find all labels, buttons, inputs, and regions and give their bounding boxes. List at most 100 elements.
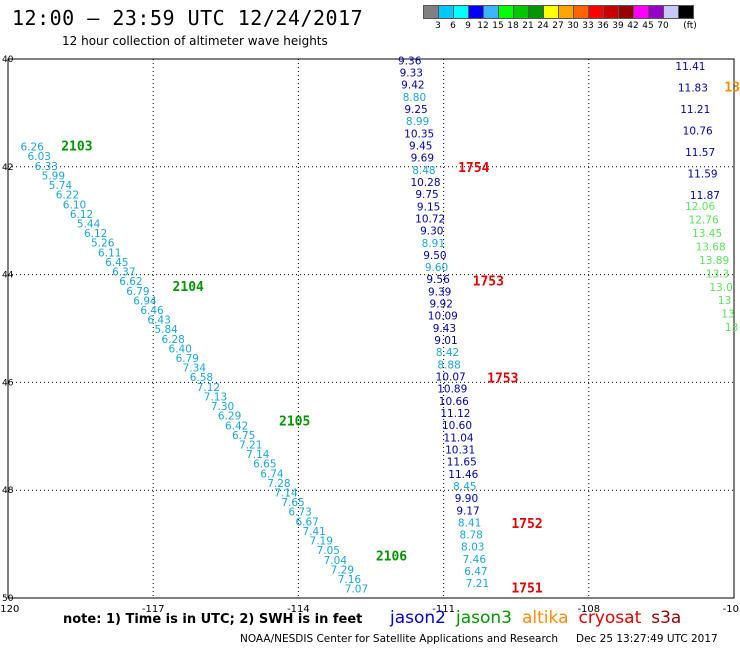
units-note: note: 1) Time is in UTC; 2) SWH is in fe… (63, 612, 363, 627)
wave-height-value: 9.50 (423, 250, 446, 262)
satellite-jason2: jason2 (390, 608, 446, 628)
satellite-altika: altika (522, 608, 569, 628)
wave-height-value: 11.41 (675, 61, 705, 73)
wave-height-value: 11.87 (690, 190, 720, 202)
wave-height-value: 6.22 (56, 190, 79, 202)
legend-label: 36 (597, 21, 609, 31)
wave-height-value: 6.94 (133, 295, 157, 307)
wave-height-value: 6.40 (169, 343, 192, 355)
wave-height-value: 10.35 (404, 128, 434, 140)
wave-height-value: 9.45 (409, 141, 432, 153)
wave-height-value: 9.90 (455, 493, 478, 505)
wave-height-value: 9.43 (433, 323, 456, 335)
wave-height-value: 11.12 (440, 408, 470, 420)
wave-height-value: 5.84 (154, 324, 178, 336)
wave-height-value: 11.65 (447, 457, 477, 469)
lat-tick-label: 48 (2, 486, 14, 496)
color-legend: 3 6 9 12 15 18 21 24 27 30 33 36 39 42 45 70 (ft) (423, 5, 697, 31)
legend-label: 9 (465, 21, 471, 31)
wave-height-value: 9.36 (398, 55, 422, 67)
wave-height-value: 10.28 (410, 177, 440, 189)
legend-labels: 3 6 9 12 15 18 21 24 27 30 33 36 39 42 45 70 (ft) (423, 19, 697, 31)
wave-height-value: 7.13 (204, 391, 227, 403)
wave-height-value: 10.66 (439, 396, 469, 408)
lat-tick-label: 44 (2, 271, 14, 281)
wave-height-value: 11.21 (680, 104, 710, 116)
legend-label: 33 (582, 21, 594, 31)
wave-height-value: 6.43 (147, 315, 170, 327)
wave-height-value: 11.83 (678, 82, 708, 94)
wave-height-value: 11.59 (688, 169, 718, 181)
wave-height-value: 8.42 (436, 347, 459, 359)
map-frame (7, 58, 735, 599)
wave-height-value: 9.01 (434, 335, 457, 347)
wave-height-value: 8.99 (406, 116, 429, 128)
legend-unit: (ft) (683, 21, 697, 31)
lon-tick-label: -117 (142, 604, 165, 615)
legend-label: 12 (477, 21, 489, 31)
wave-height-value: 7.28 (267, 478, 290, 490)
wave-height-value: 6.58 (190, 372, 213, 384)
wave-height-value: 6.10 (63, 199, 86, 211)
wave-height-value: 9.15 (417, 201, 440, 213)
wave-height-value: 5.26 (91, 238, 115, 250)
legend-label: 18 (507, 21, 519, 31)
pass-time-label: 1753 (473, 274, 504, 289)
wave-height-value: 9.33 (400, 68, 423, 80)
legend-label: 27 (552, 21, 564, 31)
pass-time-label: 1752 (511, 517, 542, 532)
wave-height-value: 9.42 (401, 80, 424, 92)
wave-height-value: 7.19 (310, 536, 333, 548)
lon-tick-label: -105 (723, 604, 740, 615)
page-subtitle: 12 hour collection of altimeter wave hei… (62, 34, 328, 48)
wave-height-value: 7.21 (466, 578, 489, 590)
wave-height-value: 7.14 (246, 449, 270, 461)
legend-label: 21 (522, 21, 534, 31)
satellite-legend: jason2 jason3 altika cryosat s3a (390, 608, 681, 628)
wave-height-value: 13.68 (696, 241, 726, 253)
wave-height-value: 7.14 (274, 488, 298, 500)
wave-height-value: 8.88 (437, 359, 460, 371)
wave-height-value: 5.44 (77, 218, 101, 230)
wave-height-value: 7.65 (281, 497, 304, 509)
wave-height-value: 9.56 (426, 274, 450, 286)
footer-org: NOAA/NESDIS Center for Satellite Applica… (240, 633, 558, 645)
wave-height-value: 11.46 (448, 469, 478, 481)
wave-height-value: 12.76 (689, 214, 719, 226)
legend-label: 30 (567, 21, 579, 31)
wave-height-value: 6.47 (464, 566, 487, 578)
legend-label: 39 (612, 21, 624, 31)
wave-height-value: 8.41 (458, 517, 481, 529)
wave-height-value: 7.12 (197, 382, 220, 394)
legend-label: 24 (537, 21, 549, 31)
pass-time-label: 2105 (279, 415, 310, 430)
wave-height-value: 10.31 (445, 444, 475, 456)
wave-height-value: 9.60 (425, 262, 448, 274)
wave-height-value: 6.03 (28, 151, 51, 163)
wave-height-value: 7.16 (338, 574, 362, 586)
wave-height-value: 5.74 (49, 180, 73, 192)
wave-height-value: 10.60 (442, 420, 472, 432)
wave-height-value: 10.07 (436, 372, 466, 384)
wave-height-value: 9.92 (430, 299, 453, 311)
wave-height-value: 8.91 (422, 238, 445, 250)
wave-height-value: 10.09 (428, 311, 458, 323)
wave-height-value: 6.29 (218, 411, 241, 423)
wave-height-value: 13.0 (709, 282, 732, 294)
wave-height-value: 6.73 (288, 507, 311, 519)
wave-height-value: 6.33 (35, 161, 58, 173)
legend-label: 70 (657, 21, 669, 31)
wave-height-value: 6.79 (176, 353, 199, 365)
wave-height-value: 7.05 (317, 545, 340, 557)
satellite-s3a: s3a (651, 608, 682, 628)
wave-height-value: 8.80 (403, 92, 426, 104)
wave-height-value: 9.75 (415, 189, 438, 201)
wave-height-value: 13.3 (706, 268, 729, 280)
wave-height-value: 6.65 (253, 459, 276, 471)
wave-height-value: 7.29 (331, 564, 354, 576)
wave-height-value: 8.03 (461, 542, 484, 554)
wave-height-value: 7.34 (183, 363, 207, 375)
legend-label: 6 (450, 21, 456, 31)
wave-height-value: 6.67 (295, 516, 318, 528)
pass-time-label: 1754 (458, 161, 489, 176)
